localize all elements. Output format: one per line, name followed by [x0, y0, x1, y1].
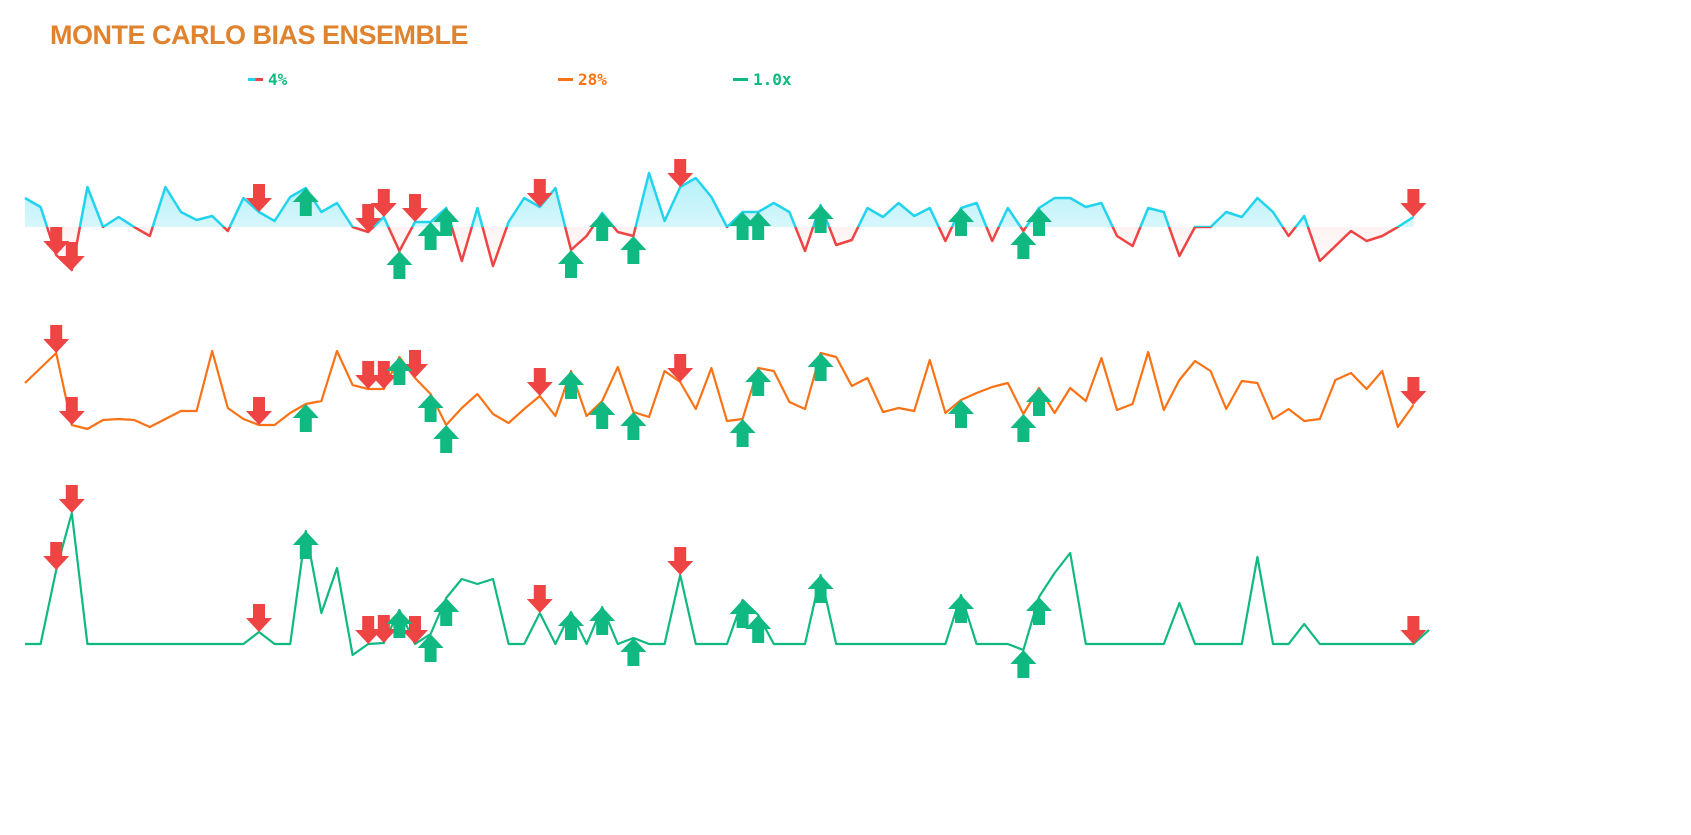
buy-signal-arrow: [620, 236, 647, 264]
bias-line-negative: [45, 227, 1401, 272]
bias-line-positive: [24, 171, 1415, 227]
buy-signal-arrow: [386, 610, 413, 638]
buy-signal-arrow: [729, 212, 756, 240]
buy-signal-arrow: [558, 250, 584, 278]
sell-signal-arrow: [1400, 377, 1427, 405]
buy-signal-arrow: [433, 425, 460, 453]
buy-signal-arrow: [620, 638, 647, 666]
buy-signal-arrow: [948, 595, 974, 623]
buy-signal-arrow: [620, 412, 647, 440]
chart-title: MONTE CARLO BIAS ENSEMBLE: [50, 20, 469, 50]
legend-label-bias: 4%: [268, 70, 288, 89]
buy-signal-arrow: [1026, 597, 1052, 625]
legend-item-bias: 4%: [248, 70, 287, 89]
buy-signal-arrow: [1010, 650, 1037, 678]
sell-signal-arrow: [370, 615, 397, 643]
legend-label-leverage: 1.0x: [753, 70, 792, 89]
buy-signal-arrow: [1010, 231, 1037, 259]
legend-swatch-leverage: [733, 78, 748, 81]
buy-signal-arrow: [558, 371, 584, 399]
sell-signal-arrow: [43, 542, 70, 570]
buy-signal-arrow: [292, 188, 319, 216]
sell-signal-arrow: [526, 179, 553, 207]
sell-signal-arrow: [355, 361, 382, 389]
buy-signal-arrow: [417, 634, 444, 662]
sell-signal-arrow: [43, 227, 70, 255]
legend-item-leverage: 1.0x: [733, 70, 792, 89]
buy-signal-arrow: [745, 615, 772, 643]
sell-signal-arrow: [402, 194, 428, 222]
sell-signal-arrow: [370, 189, 397, 217]
buy-signal-arrow: [292, 531, 319, 559]
sell-signal-arrow: [667, 547, 694, 575]
buy-signal-arrow: [948, 208, 974, 236]
buy-signal-arrow: [386, 251, 413, 279]
sell-signal-arrow: [526, 368, 553, 396]
sell-signal-arrow: [246, 397, 272, 425]
sell-signal-arrow: [246, 184, 272, 212]
bias-area-positive: [25, 173, 1414, 227]
buy-signal-arrow: [807, 353, 834, 381]
buy-signal-arrow: [745, 368, 772, 396]
buy-signal-arrow: [807, 205, 834, 233]
buy-signal-arrow: [1026, 388, 1052, 416]
buy-signal-arrow: [1026, 208, 1052, 236]
legend-item-probability: 28%: [558, 70, 607, 89]
buy-signal-arrow: [417, 222, 444, 250]
sell-signal-arrow: [43, 325, 70, 353]
buy-signal-arrow: [745, 212, 772, 240]
sell-signal-arrow: [1400, 189, 1427, 217]
sell-signal-arrow: [667, 354, 694, 382]
leverage-line: [25, 511, 1430, 657]
sell-signal-arrow: [370, 361, 397, 389]
sell-signal-arrow: [526, 585, 553, 613]
buy-signal-arrow: [433, 208, 460, 236]
sell-signal-arrow: [58, 242, 85, 270]
buy-signal-arrow: [386, 357, 413, 385]
buy-signal-arrow: [589, 607, 616, 635]
legend-label-probability: 28%: [578, 70, 607, 89]
sell-signal-arrow: [58, 485, 85, 513]
buy-signal-arrow: [948, 400, 974, 428]
buy-signal-arrow: [433, 598, 460, 626]
buy-signal-arrow: [807, 575, 834, 603]
buy-signal-arrow: [589, 401, 616, 429]
buy-signal-arrow: [1010, 414, 1037, 442]
sell-signal-arrow: [355, 616, 382, 644]
buy-signal-arrow: [417, 394, 444, 422]
buy-signal-arrow: [729, 419, 756, 447]
sell-signal-arrow: [246, 604, 272, 632]
buy-signal-arrow: [589, 213, 616, 241]
sell-signal-arrow: [355, 204, 382, 232]
sell-signal-arrow: [667, 159, 694, 187]
legend-swatch-bias: [248, 78, 263, 81]
buy-signal-arrow: [292, 404, 319, 432]
buy-signal-arrow: [558, 612, 584, 640]
legend-swatch-probability: [558, 78, 573, 81]
sell-signal-arrow: [1400, 616, 1427, 644]
sell-signal-arrow: [402, 616, 428, 644]
probability-line: [24, 349, 1415, 431]
sell-signal-arrow: [58, 397, 85, 425]
buy-signal-arrow: [729, 600, 756, 628]
